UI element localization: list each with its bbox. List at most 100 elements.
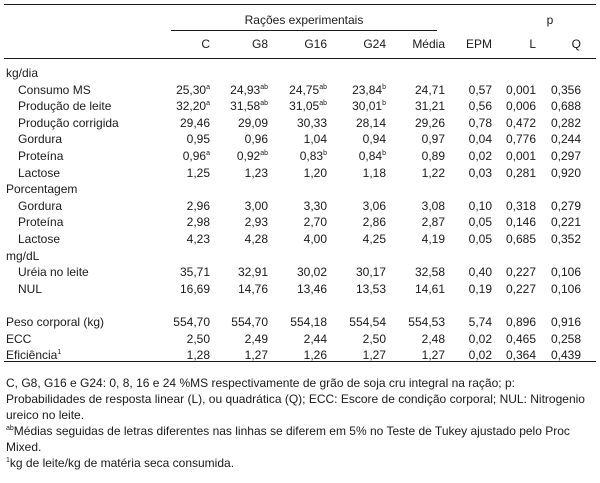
cell-media: 3,08 — [388, 199, 445, 213]
cell-value: 14,61 — [414, 281, 445, 296]
cell-q: 0,258 — [531, 332, 581, 346]
cell-value: 32,91 — [237, 265, 268, 280]
cell-value: 3,00 — [244, 198, 268, 213]
cell-sup: ab — [260, 100, 268, 108]
cell-value: 0,97 — [421, 132, 445, 147]
cell-g24: 0,94 — [336, 132, 386, 146]
row-label-text: Produção corrigida — [18, 115, 119, 130]
cell-sup: ab — [319, 100, 327, 108]
cell-l: 0,006 — [486, 99, 536, 113]
rule-header-bottom — [4, 58, 596, 59]
cell-media: 0,97 — [388, 132, 445, 146]
row-label: Consumo MS — [18, 83, 91, 97]
cell-g24: 23,84b — [336, 83, 386, 97]
cell-value: 554,70 — [173, 315, 210, 329]
cell-value: 35,71 — [179, 265, 210, 280]
cell-value: 554,18 — [290, 315, 327, 329]
row-label-text: Proteína — [18, 149, 64, 163]
cell-value: 0,78 — [468, 115, 492, 130]
row-label-sup: 1 — [57, 349, 62, 357]
cell-value: 0,258 — [550, 331, 581, 346]
cell-g8: 2,49 — [218, 332, 268, 346]
footnote-marker-1: 1 — [6, 457, 10, 464]
cell-g16: 0,83b — [277, 149, 327, 163]
cell-g24: 4,25 — [336, 232, 386, 246]
cell-value: 2,87 — [421, 215, 445, 230]
cell-value: 0,89 — [421, 149, 445, 163]
cell-sup: ab — [260, 150, 268, 157]
cell-g8: 1,23 — [218, 166, 268, 180]
cell-value: 554,53 — [408, 315, 445, 329]
cell-value: 2,86 — [362, 215, 386, 230]
cell-value: 0,227 — [505, 265, 536, 280]
row-label: Produção corrigida — [18, 116, 119, 130]
cell-value: 0,281 — [505, 165, 536, 180]
cell-value: 1,27 — [362, 348, 386, 363]
cell-g24: 2,50 — [336, 332, 386, 346]
cell-g16: 4,00 — [277, 232, 327, 246]
footnote-efficiency-text: kg de leite/kg de matéria seca consumida… — [9, 456, 235, 470]
cell-value: 0,146 — [505, 215, 536, 230]
cell-value: 13,46 — [296, 281, 327, 296]
cell-value: 1,18 — [362, 165, 386, 180]
cell-value: 29,26 — [414, 115, 445, 130]
row-label: Eficiência1 — [6, 348, 61, 362]
row-label-text: Produção de leite — [18, 99, 112, 114]
cell-l: 0,281 — [486, 166, 536, 180]
cell-value: 0,364 — [505, 348, 536, 363]
cell-q: 0,279 — [531, 199, 581, 213]
cell-value: 2,98 — [186, 215, 210, 230]
cell-media: 2,87 — [388, 215, 445, 229]
cell-q: 0,244 — [531, 132, 581, 146]
cell-value: 0,006 — [505, 99, 536, 114]
cell-g24: 2,86 — [336, 215, 386, 229]
rule-body-bottom — [4, 361, 596, 362]
cell-value: 4,00 — [303, 232, 327, 246]
cell-value: 0,356 — [550, 82, 581, 97]
cell-epm: 0,05 — [442, 215, 492, 229]
cell-value: 0,920 — [550, 165, 581, 180]
cell-g8: 29,09 — [218, 116, 268, 130]
cell-value: 0,776 — [505, 132, 536, 147]
col-header-g16: G16 — [304, 37, 327, 51]
col-header-media: Média — [412, 37, 445, 51]
row-label: Lactose — [18, 232, 60, 246]
cell-g8: 4,28 — [218, 232, 268, 246]
cell-value: 0,685 — [505, 232, 536, 246]
cell-media: 24,71 — [388, 83, 445, 97]
cell-value: 2,93 — [244, 215, 268, 230]
cell-value: 0,05 — [468, 232, 492, 246]
cell-l: 0,318 — [486, 199, 536, 213]
cell-value: 29,09 — [237, 115, 268, 130]
section-label: mg/dL — [6, 248, 40, 263]
cell-value: 0,02 — [468, 348, 492, 363]
row-label-text: Eficiência — [6, 348, 58, 363]
cell-value: 28,14 — [355, 115, 386, 130]
row-label-text: Gordura — [18, 132, 63, 147]
cell-value: 30,02 — [296, 265, 327, 280]
cell-media: 1,27 — [388, 348, 445, 362]
cell-value: 25,30 — [176, 82, 207, 97]
cell-value: 31,58 — [230, 99, 261, 114]
cell-value: 4,28 — [244, 232, 268, 246]
cell-media: 29,26 — [388, 116, 445, 130]
rule-top — [4, 4, 596, 5]
cell-value: 0,95 — [186, 132, 210, 147]
cell-value: 1,28 — [186, 348, 210, 363]
cell-q: 0,221 — [531, 215, 581, 229]
cell-value: 0,57 — [468, 82, 492, 97]
cell-c: 25,30a — [160, 83, 210, 97]
col-header-q: Q — [571, 37, 581, 51]
cell-g24: 13,53 — [336, 282, 386, 296]
cell-value: 13,53 — [355, 281, 386, 296]
cell-value: 0,279 — [550, 198, 581, 213]
cell-c: 29,46 — [160, 116, 210, 130]
cell-value: 1,27 — [244, 348, 268, 363]
cell-epm: 0,04 — [442, 132, 492, 146]
cell-value: 1,22 — [421, 165, 445, 180]
row-label: NUL — [18, 282, 42, 296]
cell-g24: 30,01b — [336, 99, 386, 113]
cell-l: 0,465 — [486, 332, 536, 346]
cell-epm: 0,03 — [442, 166, 492, 180]
row-label: Proteína — [18, 215, 63, 229]
